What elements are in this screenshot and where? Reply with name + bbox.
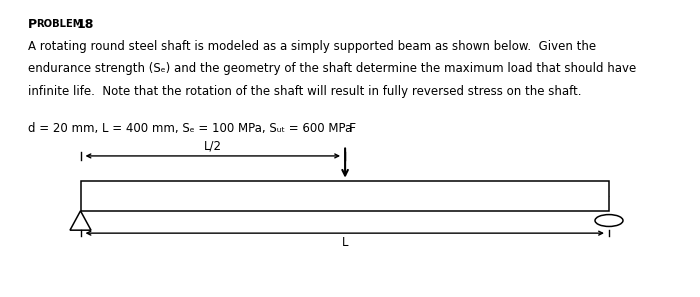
Text: 18: 18 xyxy=(77,18,94,31)
Text: d = 20 mm, L = 400 mm, Sₑ = 100 MPa, Sᵤₜ = 600 MPa: d = 20 mm, L = 400 mm, Sₑ = 100 MPa, Sᵤₜ… xyxy=(28,122,352,135)
Text: L: L xyxy=(342,236,348,249)
Bar xyxy=(80,181,609,211)
Text: ROBLEM: ROBLEM xyxy=(36,19,83,29)
Text: infinite life.  Note that the rotation of the shaft will result in fully reverse: infinite life. Note that the rotation of… xyxy=(28,85,582,98)
Text: P: P xyxy=(28,18,37,31)
Text: F: F xyxy=(349,122,356,135)
Text: L/2: L/2 xyxy=(204,140,222,153)
Text: endurance strength (Sₑ) and the geometry of the shaft determine the maximum load: endurance strength (Sₑ) and the geometry… xyxy=(28,62,636,75)
Text: A rotating round steel shaft is modeled as a simply supported beam as shown belo: A rotating round steel shaft is modeled … xyxy=(28,40,596,53)
